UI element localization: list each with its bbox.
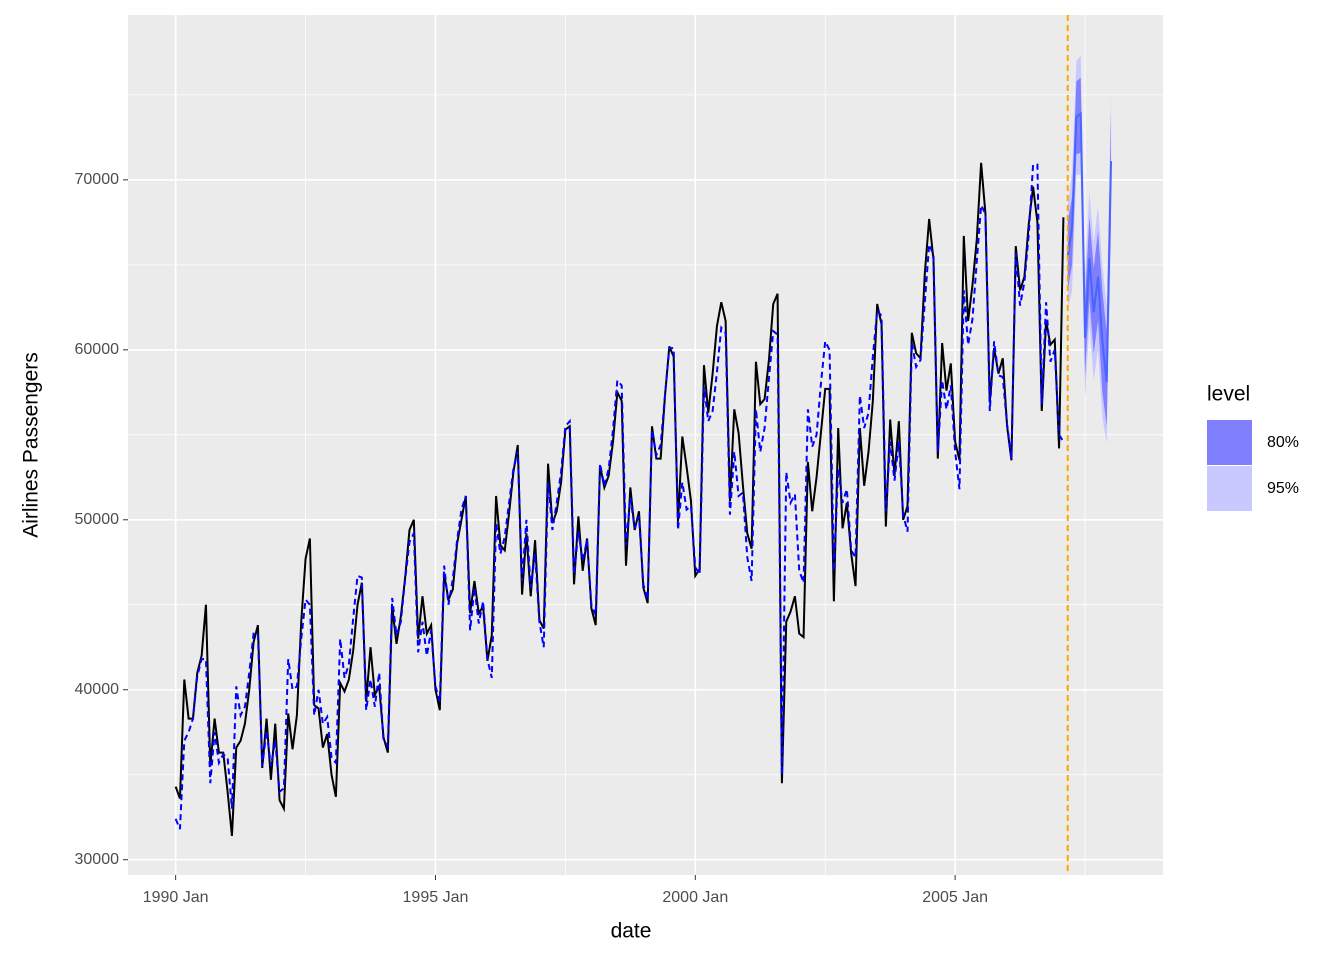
legend-swatch [1207,420,1252,465]
x-tick-label: 1990 Jan [143,889,209,906]
legend-label: 95% [1267,480,1299,497]
legend-title: level [1207,383,1250,406]
series-line [174,163,1065,830]
y-tick-label: 70000 [75,171,120,188]
x-tick-label: 2000 Jan [662,889,728,906]
forecast-line [1066,111,1113,383]
interval-band [1067,77,1112,427]
y-tick-label: 60000 [75,341,120,358]
legend-label: 80% [1267,434,1299,451]
x-axis-title: date [611,920,652,943]
y-tick-label: 30000 [75,851,120,868]
y-axis-title: Airlines Passengers [20,352,43,538]
x-tick-label: 2005 Jan [922,889,988,906]
plot-panel [128,15,1163,875]
x-tick-label: 1995 Jan [403,889,469,906]
series-line [174,162,1065,837]
y-tick-label: 40000 [75,681,120,698]
y-tick-label: 50000 [75,511,120,528]
legend-swatch [1207,466,1252,511]
